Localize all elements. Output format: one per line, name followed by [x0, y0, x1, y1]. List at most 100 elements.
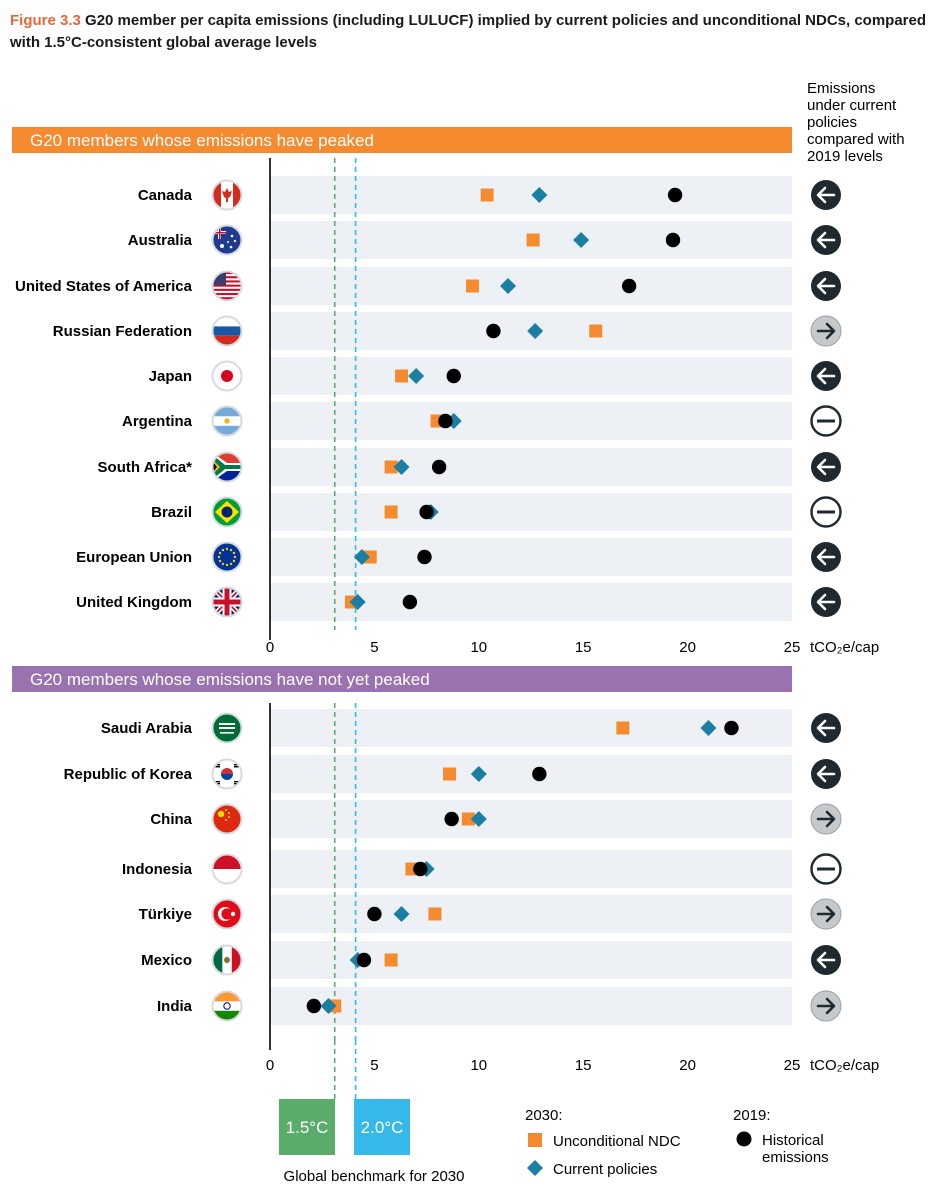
flag-border	[211, 405, 243, 437]
legend-ndc-swatch	[528, 1133, 542, 1147]
flag-part	[213, 326, 241, 336]
flag-part	[219, 727, 235, 729]
flag-part	[221, 506, 233, 518]
korea-flag-icon	[213, 760, 241, 788]
country-label: Mexico	[141, 952, 192, 969]
current-policies-marker	[393, 459, 410, 475]
country-label: United States of America	[15, 278, 193, 295]
row-band	[270, 850, 792, 888]
historical-marker	[446, 368, 461, 384]
current-policies-marker	[408, 368, 425, 384]
row-band	[270, 448, 792, 486]
canada-flag-icon	[213, 181, 241, 209]
legend-current-label: Current policies	[553, 1161, 657, 1178]
right-arrow-glyph	[816, 810, 836, 828]
row-band	[270, 755, 792, 793]
status-title-line: policies	[807, 114, 857, 131]
flag-part	[213, 317, 241, 327]
flag-part	[221, 562, 225, 566]
x-tick-label: 15	[575, 639, 592, 656]
historical-marker	[402, 594, 418, 610]
flag-part	[228, 812, 230, 814]
peaked-panel: G20 members whose emissions have peaked C…	[12, 127, 879, 656]
left-arrow-glyph	[816, 277, 836, 295]
historical-marker	[413, 861, 428, 877]
flag-part	[225, 563, 229, 567]
flag-border	[211, 803, 243, 835]
country-label: South Africa*	[98, 459, 193, 476]
flag-part	[225, 819, 227, 821]
figure-title: Figure 3.3 G20 member per capita emissio…	[10, 10, 940, 54]
historical-marker	[724, 720, 739, 736]
row-band	[270, 800, 792, 838]
flag-border	[211, 541, 243, 573]
x-unit-label: tCO₂e/cap	[810, 639, 879, 656]
x-tick-label: 5	[370, 639, 378, 656]
usa-flag-icon	[213, 272, 241, 300]
x-unit-label: tCO₂e/cap	[810, 1057, 879, 1074]
flag-part	[234, 781, 239, 783]
russia-flag-icon	[213, 317, 241, 345]
legend-historical-swatch	[736, 1131, 752, 1147]
flag-part	[234, 764, 239, 766]
country-label: India	[157, 998, 193, 1015]
country-row: South Africa*	[98, 451, 841, 483]
left-arrow-glyph	[816, 719, 836, 737]
flag-part	[213, 869, 241, 883]
country-row: Argentina	[122, 405, 842, 437]
flag-part	[221, 548, 225, 552]
country-label: European Union	[76, 549, 192, 566]
legend-ndc-label: Unconditional NDC	[553, 1133, 681, 1150]
ndc-marker	[384, 505, 398, 519]
row-band	[270, 895, 792, 933]
benchmark-box	[279, 1099, 335, 1155]
ndc-marker	[466, 279, 480, 293]
flag-part	[213, 280, 241, 283]
country-row: Australia	[128, 224, 841, 256]
current-policies-marker	[353, 549, 370, 565]
country-row: Indonesia	[122, 853, 842, 885]
flag-part	[213, 293, 241, 296]
current-policies-marker	[573, 232, 590, 248]
flag-part	[219, 226, 221, 239]
flag-part	[230, 911, 236, 917]
flag-part	[221, 774, 233, 780]
flag-part	[213, 226, 241, 254]
flag-part	[213, 543, 241, 571]
flag-border	[211, 944, 243, 976]
country-label: Argentina	[122, 413, 193, 430]
left-arrow-glyph	[816, 231, 836, 249]
flag-part	[222, 188, 232, 202]
ndc-marker	[526, 233, 540, 247]
legend-historical-line: Historical	[762, 1132, 824, 1149]
country-row: Republic of Korea	[64, 758, 841, 790]
not-peaked-panel: G20 members whose emissions have not yet…	[12, 666, 879, 1074]
country-label: Saudi Arabia	[101, 720, 193, 737]
flag-part	[224, 418, 230, 424]
japan-flag-icon	[213, 362, 241, 390]
country-row: Saudi Arabia	[101, 712, 841, 744]
country-label: Japan	[149, 368, 192, 385]
country-row: Mexico	[141, 944, 841, 976]
group-header-title: G20 members whose emissions have not yet…	[30, 670, 430, 689]
country-row: Russian Federation	[53, 315, 842, 347]
flag-part	[213, 272, 241, 275]
flag-part	[217, 555, 221, 559]
country-label: China	[150, 811, 192, 828]
flag-part	[213, 946, 223, 974]
flag-part	[217, 810, 225, 818]
ndc-marker	[428, 907, 442, 921]
eu-flag-icon	[213, 543, 241, 571]
flag-border	[211, 496, 243, 528]
figure-number: Figure 3.3	[10, 12, 81, 29]
flag-border	[211, 586, 243, 618]
current-policies-marker	[349, 594, 366, 610]
benchmark-caption: Global benchmark for 2030	[284, 1168, 465, 1185]
country-label: United Kingdom	[76, 594, 192, 611]
ndc-marker	[384, 953, 398, 967]
left-arrow-glyph	[816, 548, 836, 566]
flag-part	[234, 766, 239, 768]
ndc-marker	[461, 812, 475, 826]
indonesia-flag-icon	[213, 855, 241, 883]
